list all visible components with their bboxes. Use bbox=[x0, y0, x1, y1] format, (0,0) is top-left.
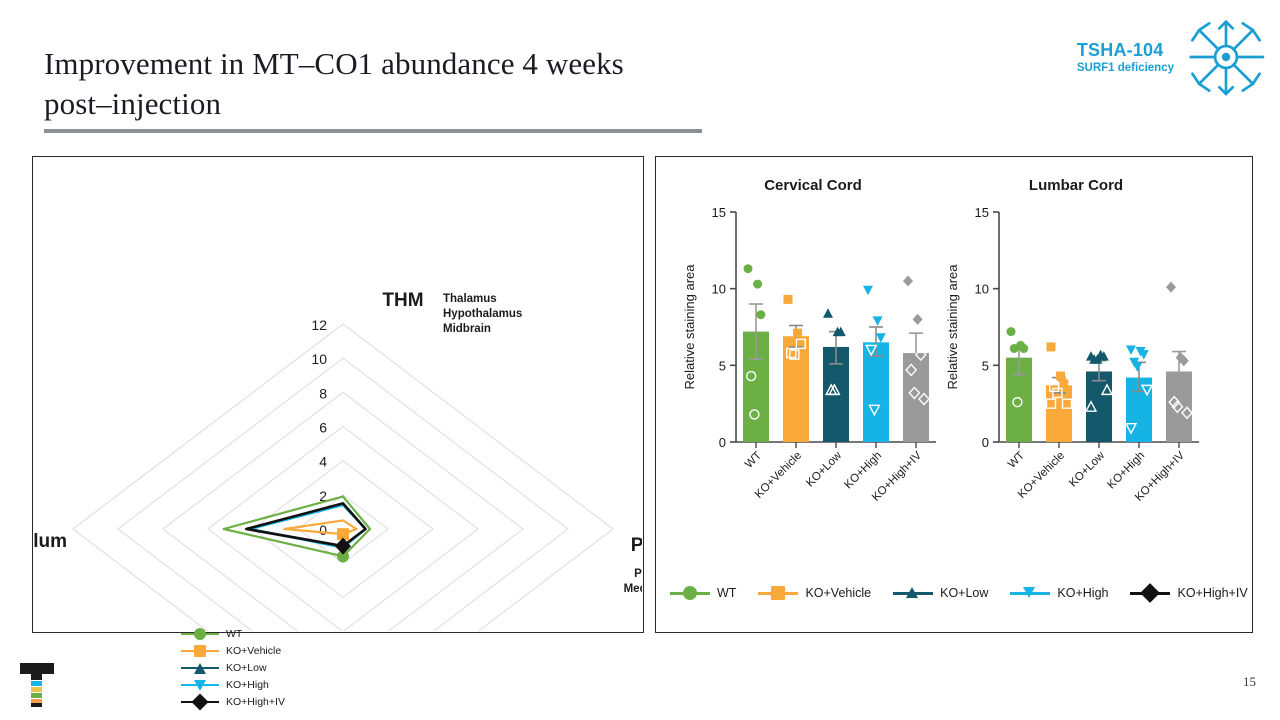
neuron-icon bbox=[1189, 20, 1265, 96]
legend-label: KO+Vehicle bbox=[226, 644, 282, 657]
svg-text:10: 10 bbox=[712, 282, 726, 297]
legend-key-ko-high bbox=[1010, 585, 1051, 601]
legend-key-ko-high bbox=[181, 678, 219, 692]
square-icon bbox=[194, 644, 206, 657]
triangle-down-icon bbox=[1023, 587, 1036, 598]
legend-key-ko-low bbox=[893, 585, 934, 601]
legend-key-ko-high-iv bbox=[1130, 583, 1171, 603]
circle-icon bbox=[683, 586, 697, 600]
svg-text:KO+High: KO+High bbox=[1105, 450, 1147, 492]
brand-name: TSHA-104 bbox=[1076, 40, 1164, 60]
svg-text:5: 5 bbox=[719, 358, 726, 373]
svg-text:10: 10 bbox=[311, 351, 327, 367]
legend-item: KO+Low bbox=[893, 585, 988, 601]
legend-item: KO+Vehicle bbox=[758, 585, 871, 601]
legend-item: KO+High+IV bbox=[181, 693, 285, 710]
taysha-t-logo bbox=[20, 663, 54, 707]
svg-text:Hypothalamus: Hypothalamus bbox=[443, 308, 522, 320]
square-icon bbox=[771, 586, 786, 600]
cervical-cord-chart: Cervical Cord 0 5 10 15 Relative staining ar… bbox=[678, 177, 948, 577]
triangle-down-icon bbox=[194, 679, 206, 691]
diamond-icon bbox=[191, 693, 209, 710]
svg-text:8: 8 bbox=[319, 385, 327, 401]
svg-text:Medulla: Medulla bbox=[624, 583, 642, 595]
cord-legend: WT KO+Vehicle KO+Low KO+High bbox=[670, 583, 1248, 603]
svg-text:Pon: Pon bbox=[634, 568, 642, 580]
lumbar-cord-chart: Lumbar Cord 0 5 10 15 Relative staining area… bbox=[941, 177, 1211, 577]
legend-key-ko-low bbox=[181, 661, 219, 675]
svg-text:6: 6 bbox=[319, 420, 327, 436]
legend-item: KO+Low bbox=[181, 659, 285, 676]
chart-title: Cervical Cord bbox=[764, 177, 862, 194]
svg-text:Relative staining area: Relative staining area bbox=[945, 264, 960, 390]
brand-text: TSHA-104 SURF1 deficiency bbox=[1077, 40, 1174, 74]
title-divider bbox=[44, 129, 702, 133]
svg-text:2: 2 bbox=[319, 488, 327, 504]
svg-text:0: 0 bbox=[982, 435, 989, 450]
legend-label: KO+High bbox=[226, 678, 269, 691]
legend-key-wt bbox=[181, 627, 219, 641]
legend-label: WT bbox=[717, 586, 737, 600]
legend-item: KO+Vehicle bbox=[181, 642, 285, 659]
svg-text:Thalamus: Thalamus bbox=[443, 293, 497, 305]
page-title: Improvement in MT–CO1 abundance 4 weeks … bbox=[44, 46, 624, 121]
svg-text:0: 0 bbox=[319, 522, 327, 538]
chart-title: Lumbar Cord bbox=[1028, 177, 1124, 194]
triangle-up-icon bbox=[906, 587, 919, 598]
legend-item: KO+High+IV bbox=[1130, 583, 1248, 603]
legend-item: WT bbox=[181, 625, 285, 642]
legend-label: WT bbox=[226, 627, 243, 640]
svg-text:10: 10 bbox=[975, 282, 989, 297]
legend-label: KO+Low bbox=[226, 661, 267, 674]
legend-label: KO+High bbox=[1057, 586, 1109, 600]
svg-text:THM: THM bbox=[382, 290, 423, 311]
legend-label: KO+Low bbox=[940, 586, 989, 600]
legend-item: KO+High bbox=[181, 676, 285, 693]
legend-key-ko-vehicle bbox=[181, 644, 219, 658]
svg-text:KO+Low: KO+Low bbox=[1067, 449, 1107, 489]
legend-label: KO+High+IV bbox=[226, 695, 285, 708]
legend-key-ko-high-iv bbox=[181, 693, 219, 710]
svg-text:12: 12 bbox=[311, 317, 327, 333]
svg-text:KO+Low: KO+Low bbox=[804, 449, 844, 489]
legend-key-wt bbox=[670, 585, 710, 601]
legend-item: KO+High bbox=[1010, 585, 1108, 601]
svg-text:0: 0 bbox=[719, 435, 726, 450]
legend-label: KO+High+IV bbox=[1177, 586, 1248, 600]
svg-text:15: 15 bbox=[975, 205, 989, 220]
circle-icon bbox=[194, 627, 206, 640]
svg-text:Relative staining area: Relative staining area bbox=[682, 264, 697, 390]
svg-text:5: 5 bbox=[982, 358, 989, 373]
radar-chart: 0 2 4 6 8 10 12 THM Thalamus Hypothalamus Midbrain… bbox=[33, 290, 642, 631]
svg-text:KO+High: KO+High bbox=[842, 450, 884, 492]
legend-item: WT bbox=[670, 585, 736, 601]
svg-text:4: 4 bbox=[319, 454, 327, 470]
triangle-up-icon bbox=[194, 662, 206, 674]
cord-panel: Cervical Cord 0 5 10 15 Relative staining ar… bbox=[655, 156, 1253, 633]
brand-subtitle: SURF1 deficiency bbox=[1076, 62, 1174, 74]
legend-key-ko-vehicle bbox=[758, 585, 799, 601]
svg-text:WT: WT bbox=[743, 450, 764, 471]
svg-text:15: 15 bbox=[712, 205, 726, 220]
diamond-icon bbox=[1140, 583, 1161, 603]
svg-text:PM: PM bbox=[631, 535, 642, 556]
svg-text:Cerebellum: Cerebellum bbox=[33, 531, 67, 552]
brand-lockup: TSHA-104 SURF1 deficiency bbox=[1077, 14, 1268, 100]
page-number: 15 bbox=[1243, 674, 1256, 689]
radar-panel: 0 2 4 6 8 10 12 THM Thalamus Hypothalamus Midbrain… bbox=[32, 156, 644, 710]
legend-label: KO+Vehicle bbox=[805, 586, 872, 600]
radar-legend: WT KO+Vehicle KO+Low KO+High bbox=[181, 625, 285, 710]
svg-text:WT: WT bbox=[1006, 450, 1027, 471]
svg-text:Midbrain: Midbrain bbox=[443, 323, 491, 335]
